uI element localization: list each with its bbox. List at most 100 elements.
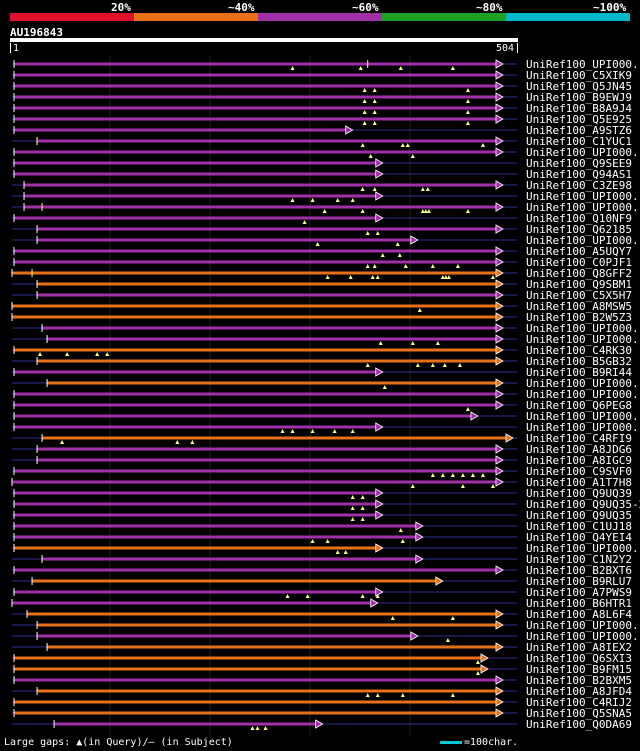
hit-bar [14,150,497,154]
hit-label: UniRef100_A8IGC9 [526,454,632,467]
query-end-label: 504 [496,43,515,54]
hit-label: UniRef100_B9RLU7 [526,575,632,588]
hit-bar [37,623,497,627]
query-gap-marker [360,506,365,510]
hit-bar [14,491,377,495]
hit-bar [14,667,482,671]
hit-label: UniRef100_B5GB32 [526,355,632,368]
hit-bar [14,117,497,121]
hit-label: UniRef100_Q5JN45 [526,80,632,93]
hit-bar [14,524,417,528]
hit-label: UniRef100_A8JFD4 [526,685,632,698]
hit-label: UniRef100_A1T7H8 [526,476,632,489]
hit-arrow [495,246,504,256]
hit-bar [37,447,497,451]
hit-arrow [495,708,504,718]
hit-bar [14,106,497,110]
query-gap-marker [358,66,363,70]
hit-bar [14,260,497,264]
query-gap-marker [335,550,340,554]
hit-bar [37,634,412,638]
hit-bar [47,337,497,341]
hit-bar [14,590,377,594]
hit-arrow [345,125,354,135]
query-gap-marker [38,352,43,356]
query-gap-marker [465,88,470,92]
hit-bar [24,205,497,209]
query-gap-marker [375,231,380,235]
query-gap-marker [425,187,430,191]
hit-bar [14,711,497,715]
query-gap-marker [440,275,445,279]
query-gap-marker [302,220,307,224]
query-gap-marker [460,473,465,477]
hit-arrow [375,158,384,168]
query-gap-marker [480,473,485,477]
hit-label: UniRef100_B2W5Z3 [526,311,632,324]
query-gap-marker [446,275,451,279]
query-gap-marker [290,66,295,70]
query-gap-marker [410,154,415,158]
hit-label: UniRef100_UPI000.. [526,619,640,632]
query-gap-marker [348,275,353,279]
hit-label: UniRef100_B9FM15 [526,663,632,676]
hit-bar [14,678,497,682]
query-gap-marker [372,110,377,114]
hit-label: UniRef100_A9STZ6 [526,124,632,137]
hit-label: UniRef100_Q10NF9 [526,212,632,225]
hit-arrow [495,356,504,366]
identity-legend: 20% ~40% ~60% ~80% ~100% [10,0,630,26]
query-gap-marker [378,341,383,345]
query-start-label: 1 [13,43,20,54]
query-gap-marker [400,143,405,147]
hit-arrow [495,136,504,146]
hit-bar [24,194,377,198]
hit-bar [14,249,497,253]
query-gap-marker [370,275,375,279]
query-gap-marker [395,242,400,246]
query-gap-marker [305,594,310,598]
query-gap-marker [465,110,470,114]
hit-arrow [495,378,504,388]
hit-label: UniRef100_C4RK30 [526,344,632,357]
hits-plot: UniRef100_UPI000..UniRef100_C5XIK9UniRef… [11,55,640,735]
hit-arrow [495,257,504,267]
query-gap-marker [325,539,330,543]
hit-arrow [495,455,504,465]
query-gap-marker [310,539,315,543]
hit-bar [12,315,497,319]
hit-arrow [495,180,504,190]
legend-color-bar [134,13,258,21]
query-gap-marker [365,231,370,235]
query-gap-marker [360,143,365,147]
hit-label: UniRef100_UPI000.. [526,377,640,390]
query-start-tick [10,43,11,53]
legend-color-bar [10,13,134,21]
query-gap-marker [375,275,380,279]
hit-bar [14,128,347,132]
hit-bar [12,601,372,605]
query-gap-marker [457,363,462,367]
query-gap-marker [390,616,395,620]
hit-arrow [495,334,504,344]
hit-bar [37,293,497,297]
hit-bar [32,579,437,583]
query-gap-marker [450,66,455,70]
hit-bar [14,84,497,88]
hit-arrow [495,565,504,575]
query-gap-marker [405,143,410,147]
hit-label: UniRef100_C1UJ18 [526,520,632,533]
query-gap-marker [362,99,367,103]
hit-label: UniRef100_UPI000.. [526,388,640,401]
hit-label: UniRef100_A8IEX2 [526,641,632,654]
hit-arrow [375,191,384,201]
hit-bar [37,458,497,462]
legend-label: ~80% [476,1,503,14]
hit-arrow [495,114,504,124]
query-gap-marker [285,594,290,598]
query-gap-marker [360,209,365,213]
hit-arrow [495,642,504,652]
hit-arrow [410,235,419,245]
query-gap-marker [435,341,440,345]
query-gap-marker [255,726,260,730]
